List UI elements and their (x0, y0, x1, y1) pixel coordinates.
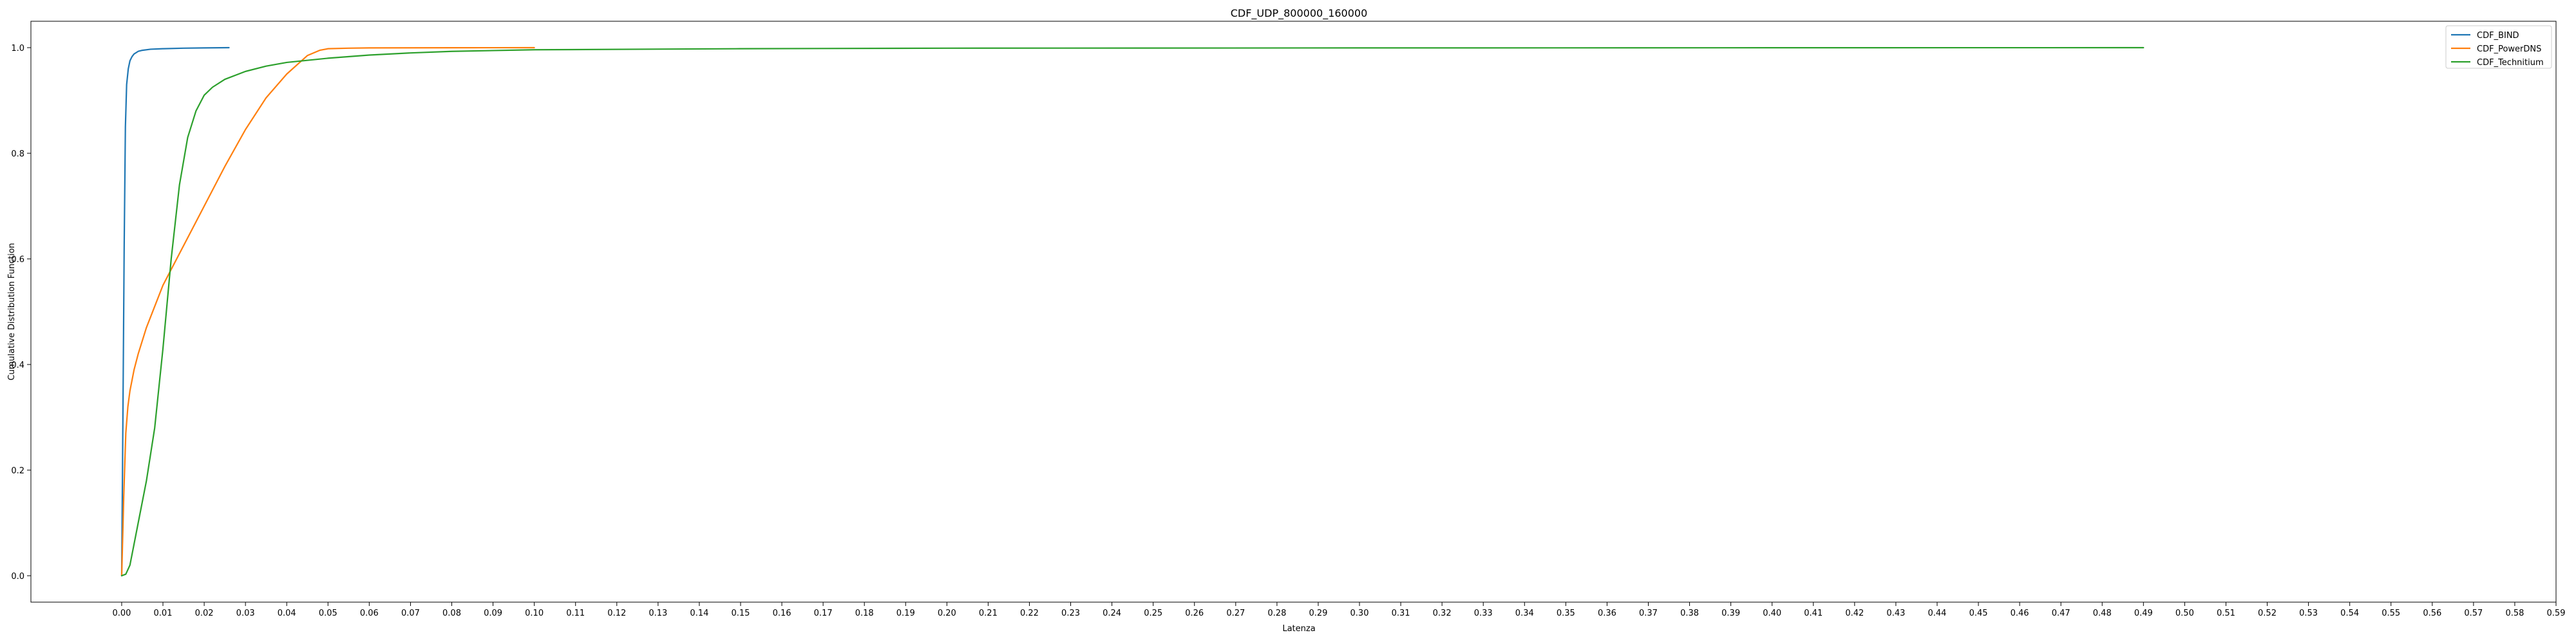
x-tick-label: 0.35 (1557, 609, 1575, 618)
x-tick-label: 0.31 (1392, 609, 1410, 618)
x-tick-label: 0.45 (1969, 609, 1988, 618)
x-tick-label: 0.13 (649, 609, 667, 618)
x-tick-label: 0.02 (195, 609, 214, 618)
axes-frame (30, 21, 2557, 603)
x-tick-label: 0.25 (1144, 609, 1162, 618)
legend-label: CDF_Technitium (2477, 58, 2544, 68)
chart-title: CDF_UDP_800000_160000 (1231, 7, 1368, 20)
x-tick-label: 0.08 (442, 609, 461, 618)
x-tick-label: 0.28 (1267, 609, 1286, 618)
x-tick-label: 0.42 (1845, 609, 1864, 618)
x-tick-label: 0.09 (484, 609, 502, 618)
x-tick-label: 0.52 (2258, 609, 2277, 618)
x-tick-label: 0.22 (1020, 609, 1039, 618)
x-tick-label: 0.15 (732, 609, 750, 618)
y-tick-label: 0.4 (11, 361, 24, 370)
x-tick-label: 0.27 (1226, 609, 1245, 618)
x-tick-label: 0.24 (1103, 609, 1121, 618)
x-tick-label: 0.53 (2299, 609, 2318, 618)
x-tick-label: 0.41 (1804, 609, 1823, 618)
x-tick-label: 0.11 (566, 609, 585, 618)
x-tick-label: 0.29 (1309, 609, 1327, 618)
x-tick-label: 0.23 (1061, 609, 1080, 618)
legend-box (2445, 25, 2552, 69)
x-tick-label: 0.10 (525, 609, 544, 618)
x-tick-label: 0.33 (1474, 609, 1493, 618)
x-tick-label: 0.46 (2011, 609, 2029, 618)
series-line-cdf-powerdns (120, 46, 535, 577)
x-tick-label: 0.14 (690, 609, 708, 618)
x-tick-label: 0.01 (154, 609, 173, 618)
x-tick-label: 0.44 (1927, 609, 1946, 618)
x-tick-label: 0.54 (2340, 609, 2359, 618)
series-line-cdf-bind (120, 46, 230, 577)
legend: CDF_BIND CDF_PowerDNS CDF_Technitium (2445, 25, 2552, 69)
x-tick-label: 0.57 (2464, 609, 2483, 618)
x-tick-label: 0.21 (979, 609, 998, 618)
x-tick-label: 0.17 (814, 609, 833, 618)
y-axis-title: Cumulative Distribution Function (7, 243, 17, 381)
x-tick-label: 0.26 (1185, 609, 1204, 618)
x-tick-label: 0.04 (278, 609, 296, 618)
x-tick-label: 0.49 (2134, 609, 2153, 618)
x-tick-label: 0.19 (896, 609, 915, 618)
legend-label: CDF_PowerDNS (2477, 44, 2541, 54)
x-axis-title: Latenza (1282, 624, 1315, 634)
y-axis: 0.0 0.2 0.4 0.6 0.8 1.0 (11, 44, 31, 582)
x-tick-label: 0.51 (2217, 609, 2235, 618)
x-tick-label: 0.20 (938, 609, 956, 618)
y-tick-label: 0.8 (11, 149, 24, 159)
y-tick-label: 0.0 (11, 572, 24, 582)
x-tick-label: 0.12 (607, 609, 626, 618)
x-tick-label: 0.50 (2175, 609, 2194, 618)
x-tick-label: 0.34 (1515, 609, 1534, 618)
x-tick-label: 0.36 (1598, 609, 1616, 618)
y-tick-label: 0.2 (11, 466, 24, 476)
x-tick-label: 0.48 (2093, 609, 2112, 618)
x-tick-label: 0.47 (2052, 609, 2070, 618)
x-tick-label: 0.56 (2423, 609, 2441, 618)
x-tick-label: 0.06 (360, 609, 379, 618)
x-tick-label: 0.07 (401, 609, 420, 618)
y-tick-label: 0.6 (11, 255, 24, 265)
x-tick-label: 0.55 (2382, 609, 2400, 618)
x-tick-label: 0.43 (1886, 609, 1905, 618)
x-tick-label: 0.05 (319, 609, 337, 618)
x-tick-label: 0.58 (2505, 609, 2524, 618)
x-tick-label: 0.16 (773, 609, 791, 618)
x-tick-label: 0.38 (1680, 609, 1699, 618)
x-tick-label: 0.00 (112, 609, 131, 618)
x-tick-label: 0.37 (1639, 609, 1658, 618)
x-tick-label: 0.39 (1721, 609, 1740, 618)
x-tick-label: 0.03 (236, 609, 255, 618)
legend-label: CDF_BIND (2477, 31, 2519, 41)
series-line-cdf-technitium (120, 46, 2145, 577)
x-tick-label: 0.32 (1433, 609, 1452, 618)
x-tick-label: 0.59 (2547, 609, 2566, 618)
plot-area (120, 46, 2145, 577)
x-tick-label: 0.40 (1763, 609, 1781, 618)
x-tick-label: 0.18 (855, 609, 874, 618)
y-tick-label: 1.0 (11, 44, 24, 53)
x-tick-label: 0.30 (1350, 609, 1369, 618)
x-axis: 0.00 0.01 0.02 0.03 0.04 0.05 0.06 0.07 0.08 0.09… (112, 602, 2565, 618)
